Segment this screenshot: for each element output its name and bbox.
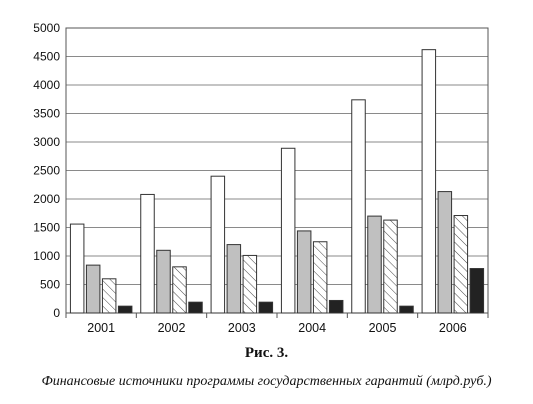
y-tick-label: 1500 [33, 221, 60, 235]
bar-series-2-2002 [156, 249, 171, 314]
bar-series-3-2004 [312, 241, 328, 314]
bar-series-3-2002 [172, 266, 187, 314]
bar-series-4-2006 [469, 268, 485, 314]
figure-caption: Финансовые источники программы государст… [41, 374, 492, 389]
bar-series-4-2003 [258, 301, 274, 314]
chart-area: 0 500 1000 1500 2000 2500 3000 3500 4000 4500 5000… [33, 21, 489, 335]
y-tick-label: 3500 [33, 107, 60, 121]
x-category-label: 2001 [87, 321, 115, 335]
bar-series-2-2006 [437, 191, 453, 314]
y-tick-label: 1000 [33, 249, 60, 263]
x-category-label: 2006 [439, 321, 467, 335]
bar-series-4-2001 [117, 305, 133, 314]
y-tick-label: 4000 [33, 78, 60, 92]
y-tick-label: 2500 [33, 164, 60, 178]
x-category-label: 2005 [369, 321, 397, 335]
bar-series-2-2005 [367, 215, 382, 314]
bar-series-4-2005 [399, 305, 414, 314]
bar-series-1-2006 [421, 49, 437, 314]
bar-series-3-2001 [101, 278, 117, 314]
y-tick-label: 2000 [33, 192, 60, 206]
x-category-label: 2003 [228, 321, 256, 335]
x-category-label: 2004 [298, 321, 326, 335]
bar-series-4-2002 [188, 301, 203, 314]
y-tick-label: 0 [53, 306, 60, 320]
bar-series-1-2001 [69, 223, 85, 314]
bar-chart: 0 500 1000 1500 2000 2500 3000 3500 4000 4500 5000… [33, 21, 489, 335]
bar-series-1-2002 [140, 193, 155, 314]
bar-series-3-2005 [383, 219, 398, 314]
y-tick-label: 3000 [33, 135, 60, 149]
bar-series-2-2003 [226, 244, 242, 314]
bar-series-1-2005 [351, 99, 366, 314]
bar-series-4-2004 [328, 299, 344, 314]
bar-series-1-2003 [210, 175, 226, 314]
bar-series-3-2003 [242, 254, 258, 314]
y-tick-label: 5000 [33, 21, 60, 35]
y-tick-label: 4500 [33, 50, 60, 64]
figure-number: Рис. 3. [244, 345, 289, 361]
bar-series-2-2001 [85, 264, 101, 314]
bar-series-1-2004 [280, 147, 296, 314]
bar-series-3-2006 [453, 215, 469, 314]
y-tick-label: 500 [40, 278, 60, 292]
bar-series-2-2004 [296, 230, 312, 314]
x-category-label: 2002 [158, 321, 186, 335]
